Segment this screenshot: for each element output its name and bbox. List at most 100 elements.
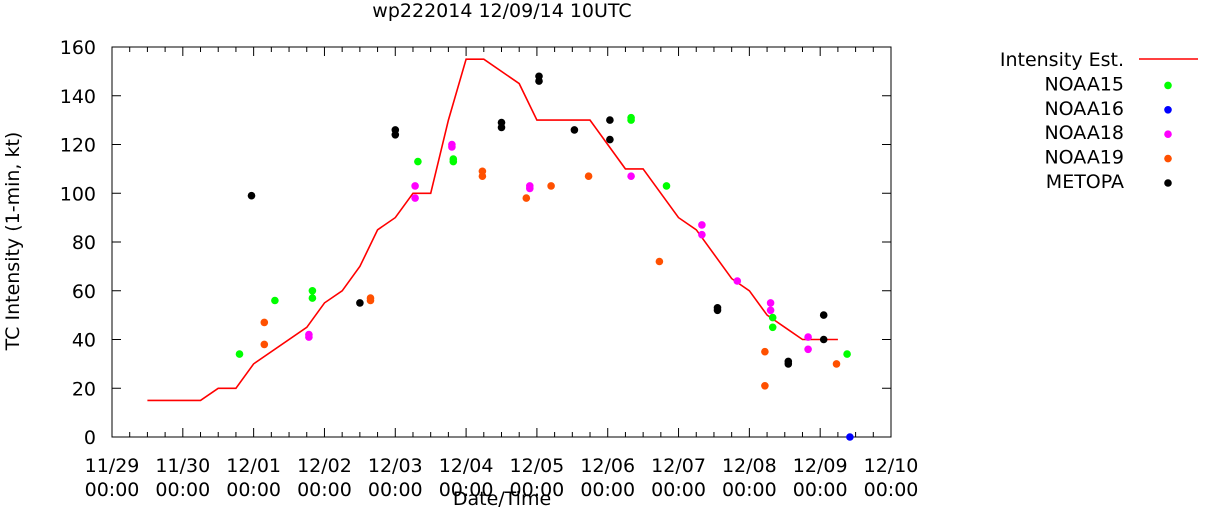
data-point-metopa <box>606 116 614 124</box>
data-point-noaa15 <box>843 350 851 358</box>
y-tick-label: 40 <box>72 330 96 352</box>
y-tick-label: 160 <box>60 37 96 59</box>
data-point-noaa19 <box>547 182 555 190</box>
legend-swatch-noaa19 <box>1164 154 1172 163</box>
series-metopa <box>247 72 828 368</box>
data-point-noaa19 <box>366 296 375 305</box>
data-point-noaa18 <box>411 194 419 202</box>
series-intensity-est <box>147 58 838 402</box>
y-axis: 0 20 40 60 80 100 120 140 160 <box>60 37 891 449</box>
y-tick-label: 120 <box>60 135 96 157</box>
y-axis-label: TC Intensity (1-min, kt) <box>2 132 24 352</box>
data-point-noaa15 <box>308 287 317 295</box>
data-point-metopa <box>606 135 614 144</box>
x-tick-label-date: 12/08 <box>722 455 777 477</box>
data-point-noaa19 <box>832 360 841 368</box>
x-tick-label-time: 00:00 <box>793 479 848 501</box>
data-point-noaa15 <box>235 350 244 358</box>
data-point-noaa18 <box>698 221 706 229</box>
y-tick-label: 100 <box>60 183 96 205</box>
legend-swatch-noaa18 <box>1164 130 1172 138</box>
x-tick-label-time: 00:00 <box>297 479 352 501</box>
legend-label-intensity-est: Intensity Est. <box>1000 49 1124 71</box>
data-point-noaa18 <box>526 184 534 193</box>
data-point-noaa15 <box>627 116 635 124</box>
x-tick-label-date: 12/07 <box>651 455 706 477</box>
x-tick-label-time: 00:00 <box>155 479 210 501</box>
data-point-noaa15 <box>271 296 279 305</box>
plot-frame <box>111 46 892 438</box>
data-point-noaa18 <box>766 306 775 315</box>
data-point-noaa18 <box>804 333 812 341</box>
data-point-metopa <box>819 335 828 344</box>
data-point-noaa15 <box>662 182 671 190</box>
data-point-noaa18 <box>766 299 775 307</box>
x-tick-label-time: 00:00 <box>439 479 494 501</box>
legend-label-noaa16: NOAA16 <box>1044 98 1124 120</box>
data-point-noaa18 <box>698 230 706 239</box>
data-point-noaa18 <box>305 333 313 341</box>
x-tick-label-date: 12/04 <box>439 455 494 477</box>
chart-title: wp222014 12/09/14 10UTC <box>372 0 631 22</box>
series-noaa18 <box>305 140 812 354</box>
series-noaa19 <box>260 167 841 390</box>
data-point-noaa19 <box>260 318 269 327</box>
data-point-metopa <box>247 191 256 200</box>
x-axis-label: Date/Time <box>453 488 551 509</box>
x-tick-label-time: 00:00 <box>864 479 919 501</box>
x-tick-label-date: 12/06 <box>580 455 635 477</box>
plot-border <box>111 46 892 438</box>
data-point-noaa19 <box>584 172 593 180</box>
x-tick-label-time: 00:00 <box>580 479 635 501</box>
y-tick-label: 80 <box>72 232 96 254</box>
x-tick-label-date: 12/01 <box>226 455 281 477</box>
legend-label-noaa15: NOAA15 <box>1044 73 1124 95</box>
data-point-noaa19 <box>761 347 769 356</box>
data-point-metopa <box>356 299 364 307</box>
data-point-noaa16 <box>846 433 854 441</box>
x-tick-label-date: 12/02 <box>297 455 352 477</box>
data-point-noaa19 <box>655 257 664 266</box>
data-point-noaa15 <box>308 294 317 302</box>
data-point-metopa <box>391 131 400 139</box>
y-tick-label: 60 <box>72 281 96 303</box>
data-point-metopa <box>819 311 828 319</box>
x-tick-label-date: 11/29 <box>85 455 140 477</box>
data-point-noaa19 <box>260 340 269 349</box>
legend-swatch-noaa16 <box>1164 106 1172 114</box>
data-point-noaa18 <box>733 277 742 285</box>
x-tick-label-date: 12/05 <box>510 455 565 477</box>
legend-label-noaa19: NOAA19 <box>1044 147 1124 169</box>
x-tick-label-date: 12/03 <box>368 455 423 477</box>
data-point-noaa15 <box>414 157 422 166</box>
data-point-metopa <box>497 123 506 132</box>
series-layer <box>147 58 854 441</box>
x-tick-label-time: 00:00 <box>368 479 423 501</box>
legend-swatch-noaa15 <box>1164 81 1172 90</box>
data-point-noaa18 <box>804 345 812 354</box>
data-point-noaa19 <box>478 172 487 180</box>
data-point-noaa18 <box>411 182 419 190</box>
y-tick-label: 0 <box>84 427 96 449</box>
series-noaa16 <box>846 433 854 441</box>
x-tick-label-time: 00:00 <box>226 479 281 501</box>
x-tick-label-date: 11/30 <box>155 455 210 477</box>
series-line-intensity-est <box>147 58 838 402</box>
x-tick-label-date: 12/10 <box>864 455 919 477</box>
data-point-noaa15 <box>768 313 777 322</box>
data-point-noaa19 <box>761 382 769 390</box>
x-tick-label-time: 00:00 <box>722 479 777 501</box>
y-tick-label: 140 <box>60 86 96 108</box>
data-point-noaa18 <box>448 143 456 151</box>
x-axis: 11/2900:0011/3000:0012/0100:0012/0200:00… <box>85 47 919 501</box>
data-point-noaa18 <box>627 172 635 180</box>
data-point-metopa <box>535 77 543 85</box>
data-point-metopa <box>570 126 579 134</box>
series-noaa15 <box>235 113 851 358</box>
x-tick-label-date: 12/09 <box>793 455 848 477</box>
x-tick-label-time: 00:00 <box>651 479 706 501</box>
x-tick-label-time: 00:00 <box>510 479 565 501</box>
data-point-noaa15 <box>768 323 777 332</box>
